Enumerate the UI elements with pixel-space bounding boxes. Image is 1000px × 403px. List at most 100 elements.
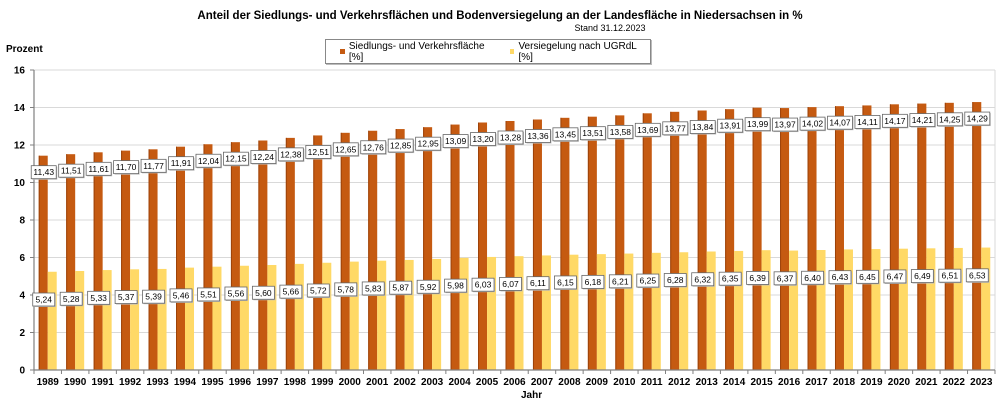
data-label-versiegelung-box xyxy=(663,273,687,287)
bar-versiegelung xyxy=(981,247,991,370)
bar-versiegelung xyxy=(432,259,442,370)
y-tick-label: 12 xyxy=(14,141,26,152)
data-label-versiegelung: 6,32 xyxy=(694,274,711,284)
x-tick-label: 2000 xyxy=(339,377,362,388)
x-tick-label: 1995 xyxy=(201,377,224,388)
bar-siedlung xyxy=(697,110,707,370)
chart-subtitle-text: Stand 31.12.2023 xyxy=(574,23,646,33)
bar-siedlung-edge xyxy=(450,124,452,370)
data-label-siedlung: 13,09 xyxy=(445,136,467,146)
data-label-siedlung-box xyxy=(470,132,496,146)
chart-title: Anteil der Siedlungs- und Verkehrsfläche… xyxy=(197,10,803,22)
x-tick-label: 1997 xyxy=(256,377,279,388)
data-label-versiegelung: 5,28 xyxy=(63,294,80,304)
data-label-versiegelung-box xyxy=(306,283,330,298)
data-label-versiegelung: 6,11 xyxy=(530,278,546,288)
data-label-versiegelung: 6,35 xyxy=(722,274,739,284)
x-tick-label: 2010 xyxy=(613,377,636,388)
x-tick-label: 1999 xyxy=(311,377,334,388)
data-label-versiegelung: 6,43 xyxy=(832,272,849,282)
data-label-siedlung: 12,51 xyxy=(308,147,330,157)
data-label-versiegelung-box xyxy=(334,282,358,297)
x-tick-label: 2004 xyxy=(448,377,471,388)
bar-siedlung-edge xyxy=(93,152,95,370)
x-tick-label: 2012 xyxy=(668,377,691,388)
data-label-versiegelung-box xyxy=(856,269,879,284)
bar-siedlung-edge xyxy=(313,135,315,370)
data-label-versiegelung-box xyxy=(691,272,715,287)
data-label-siedlung-box xyxy=(964,111,991,126)
data-label-versiegelung: 5,66 xyxy=(283,287,300,297)
data-label-versiegelung: 6,28 xyxy=(667,275,684,285)
bar-versiegelung xyxy=(75,271,85,370)
data-label-siedlung: 12,85 xyxy=(390,141,412,151)
bar-siedlung xyxy=(176,146,186,370)
data-label-siedlung: 14,29 xyxy=(967,114,989,124)
x-tick-label: 2023 xyxy=(970,377,993,388)
data-label-versiegelung-box xyxy=(471,277,495,292)
data-label-siedlung: 13,20 xyxy=(472,134,494,144)
bar-siedlung-edge xyxy=(66,154,68,370)
data-label-siedlung: 11,61 xyxy=(88,164,109,174)
bar-siedlung-edge xyxy=(176,146,178,370)
data-label-siedlung-box xyxy=(717,118,744,133)
data-label-siedlung: 13,45 xyxy=(555,129,577,139)
data-label-versiegelung: 5,72 xyxy=(310,286,327,296)
bar-siedlung xyxy=(807,107,817,370)
bar-siedlung-edge xyxy=(697,110,699,370)
bar-versiegelung xyxy=(267,265,277,370)
x-axis-label: Jahr xyxy=(521,390,543,401)
legend-label-versiegelung: Versiegelung nach UGRdL [%] xyxy=(518,40,637,63)
data-label-siedlung: 13,99 xyxy=(747,119,769,129)
bar-siedlung xyxy=(258,140,268,370)
data-label-siedlung-box xyxy=(579,126,606,141)
bar-versiegelung xyxy=(624,253,634,370)
data-label-siedlung-box xyxy=(607,124,634,139)
data-label-versiegelung-box xyxy=(910,269,934,283)
bar-siedlung-edge xyxy=(478,122,480,370)
x-tick-label: 1989 xyxy=(37,377,60,388)
data-label-versiegelung-box xyxy=(938,268,962,283)
bar-siedlung-edge xyxy=(38,155,40,370)
data-label-siedlung-box xyxy=(360,140,387,155)
bar-siedlung xyxy=(889,104,899,370)
data-label-versiegelung: 5,83 xyxy=(365,283,382,293)
bar-siedlung xyxy=(532,119,542,370)
bar-versiegelung xyxy=(789,250,799,370)
x-tick-label: 2011 xyxy=(641,377,663,388)
data-label-versiegelung: 5,33 xyxy=(90,293,107,303)
bar-siedlung xyxy=(38,155,48,370)
data-label-siedlung: 11,70 xyxy=(116,162,137,172)
data-label-versiegelung: 5,92 xyxy=(420,282,437,292)
data-label-siedlung-box xyxy=(854,115,881,129)
data-label-siedlung-box xyxy=(442,134,469,148)
data-label-siedlung-box xyxy=(552,127,579,142)
bar-siedlung-edge xyxy=(423,127,425,370)
data-label-siedlung: 13,91 xyxy=(720,121,742,131)
bar-siedlung-edge xyxy=(148,149,150,370)
data-label-siedlung: 13,58 xyxy=(610,127,632,137)
bar-siedlung xyxy=(670,111,680,370)
bar-siedlung xyxy=(368,130,378,370)
data-label-siedlung-box xyxy=(662,121,689,136)
data-label-versiegelung-box xyxy=(224,286,248,301)
bar-versiegelung xyxy=(651,252,661,370)
data-label-versiegelung: 6,25 xyxy=(640,276,657,286)
data-label-siedlung: 14,17 xyxy=(884,116,906,126)
data-label-versiegelung: 6,40 xyxy=(804,273,821,283)
x-tick-label: 2014 xyxy=(723,377,746,388)
data-label-versiegelung: 6,53 xyxy=(969,270,986,280)
data-label-siedlung: 13,51 xyxy=(582,128,604,138)
x-tick-label: 1996 xyxy=(229,377,252,388)
data-label-versiegelung-box xyxy=(801,270,824,285)
x-tick-label: 1992 xyxy=(119,377,142,388)
data-label-siedlung-box xyxy=(30,165,57,180)
bar-siedlung xyxy=(587,116,597,370)
bar-siedlung-edge xyxy=(505,121,507,370)
data-label-siedlung-box xyxy=(168,156,194,171)
data-label-siedlung: 12,15 xyxy=(225,154,247,164)
bar-versiegelung xyxy=(239,265,249,370)
bar-versiegelung xyxy=(294,263,304,370)
bar-siedlung xyxy=(340,132,350,370)
